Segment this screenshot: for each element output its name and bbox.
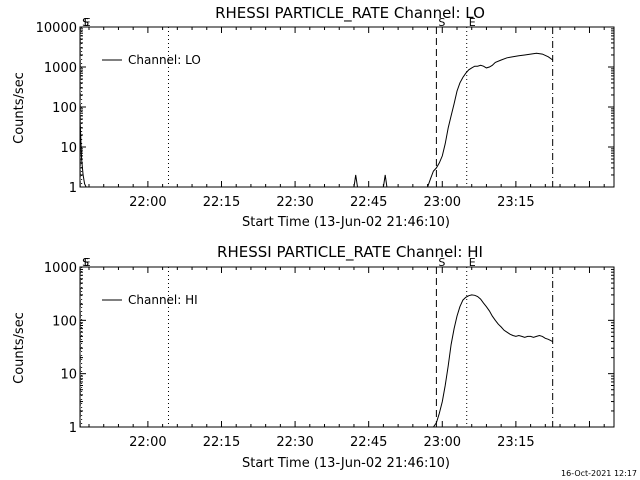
marker-label: E: [469, 256, 476, 269]
chart-title: RHESSI PARTICLE_RATE Channel: HI: [217, 243, 483, 262]
x-tick-label: 22:00: [129, 195, 166, 210]
x-tick-label: 23:15: [497, 195, 534, 210]
footer-timestamp: 16-Oct-2021 12:17: [561, 469, 637, 478]
legend-label: Channel: HI: [128, 293, 198, 307]
marker-label: E: [84, 256, 91, 269]
y-axis-label: Counts/sec: [12, 72, 27, 144]
plot-frame: [79, 26, 615, 188]
x-tick-label: 22:00: [129, 435, 166, 450]
x-tick-label: 23:15: [497, 435, 534, 450]
x-tick-label: 22:30: [276, 195, 313, 210]
x-tick-label: 22:15: [203, 435, 240, 450]
x-tick-label: 22:15: [203, 195, 240, 210]
panel-hi: RHESSI PARTICLE_RATE Channel: HI Start T…: [12, 243, 615, 471]
y-tick-label: 1: [69, 421, 77, 436]
marker-label: S: [82, 16, 89, 29]
plot-frame: [79, 266, 615, 428]
series-line: [432, 294, 553, 427]
chart-title: RHESSI PARTICLE_RATE Channel: LO: [215, 4, 485, 23]
y-tick-label: 1000: [44, 261, 77, 276]
x-tick-label: 22:45: [350, 435, 387, 450]
panel-lo: RHESSI PARTICLE_RATE Channel: LO Start T…: [12, 4, 615, 230]
legend-label: Channel: LO: [128, 53, 201, 67]
x-tick-label: 22:30: [276, 435, 313, 450]
x-axis-label: Start Time (13-Jun-02 21:46:10): [242, 456, 450, 471]
marker-label: E: [84, 16, 91, 29]
y-tick-label: 10: [60, 141, 77, 156]
y-tick-label: 10: [60, 368, 77, 383]
marker-label: S: [438, 256, 445, 269]
x-tick-label: 23:00: [424, 195, 461, 210]
y-tick-label: 100: [52, 314, 77, 329]
y-tick-label: 10000: [36, 21, 77, 36]
marker-label: S: [438, 16, 445, 29]
y-tick-label: 1: [69, 181, 77, 196]
marker-label: S: [82, 256, 89, 269]
x-tick-label: 23:00: [424, 435, 461, 450]
series-line: [80, 52, 553, 187]
y-tick-label: 100: [52, 101, 77, 116]
y-axis-label: Counts/sec: [12, 312, 27, 384]
x-axis-label: Start Time (13-Jun-02 21:46:10): [242, 215, 450, 230]
x-tick-label: 22:45: [350, 195, 387, 210]
marker-label: E: [469, 16, 476, 29]
y-tick-label: 1000: [44, 61, 77, 76]
